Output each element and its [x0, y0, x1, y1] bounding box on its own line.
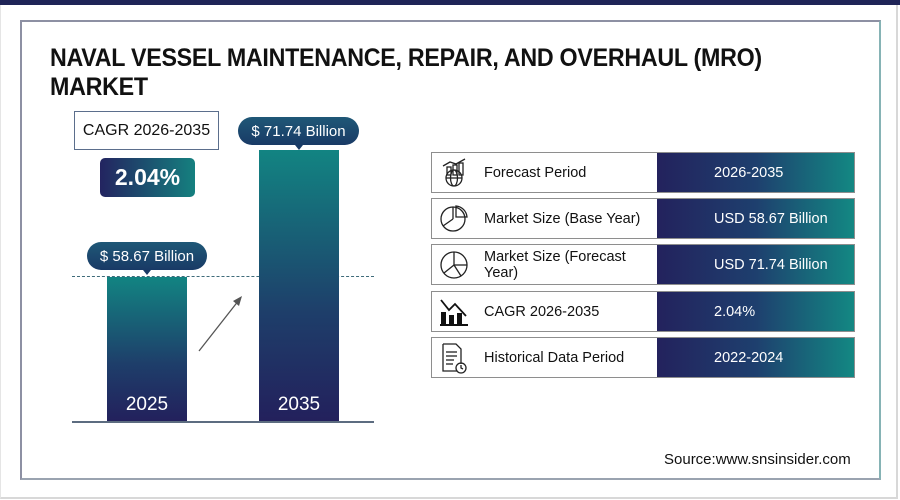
pie-chart-icon — [432, 245, 476, 284]
chart-baseline — [72, 421, 374, 423]
chart-globe-icon — [432, 153, 476, 192]
table-row: Market Size (Forecast Year) USD 71.74 Bi… — [431, 244, 855, 285]
table-row: CAGR 2026-2035 2.04% — [431, 291, 855, 332]
row-label: Forecast Period — [484, 164, 587, 181]
bar-year-label: 2035 — [277, 394, 321, 415]
row-value: USD 71.74 Billion — [657, 245, 854, 284]
row-label: Market Size (Forecast Year) — [484, 248, 626, 281]
bar-2025: 2025 — [107, 277, 187, 422]
pie-chart-icon — [432, 199, 476, 238]
reference-dashed-line — [72, 276, 374, 277]
source-text: Source:www.snsinsider.com — [664, 451, 851, 468]
page-title: NAVAL VESSEL MAINTENANCE, REPAIR, AND OV… — [50, 44, 762, 101]
cagr-value: 2.04% — [100, 158, 195, 197]
row-value: 2.04% — [657, 292, 854, 331]
table-row: Forecast Period 2026-2035 — [431, 152, 855, 193]
bar-value-label: $ 58.67 Billion — [87, 242, 207, 275]
row-label: Historical Data Period — [484, 349, 625, 366]
infographic-frame — [20, 20, 881, 480]
top-bar — [0, 0, 900, 5]
row-label: CAGR 2026-2035 — [484, 303, 600, 320]
bar-2035: 2035 — [259, 150, 339, 422]
row-label: Market Size (Base Year) — [484, 210, 641, 227]
bar-year-label: 2025 — [125, 394, 169, 415]
table-row: Market Size (Base Year) USD 58.67 Billio… — [431, 198, 855, 239]
row-value: 2022-2024 — [657, 338, 854, 377]
cagr-label: CAGR 2026-2035 — [74, 111, 219, 150]
page-edge — [0, 5, 898, 499]
row-value: USD 58.67 Billion — [657, 199, 854, 238]
bar-value-label: $ 71.74 Billion — [238, 117, 359, 150]
table-row: Historical Data Period 2022-2024 — [431, 337, 855, 378]
row-value: 2026-2035 — [657, 153, 854, 192]
bar-chart-trend-icon — [432, 292, 476, 331]
document-clock-icon — [432, 338, 476, 377]
growth-arrow-icon — [198, 296, 242, 352]
